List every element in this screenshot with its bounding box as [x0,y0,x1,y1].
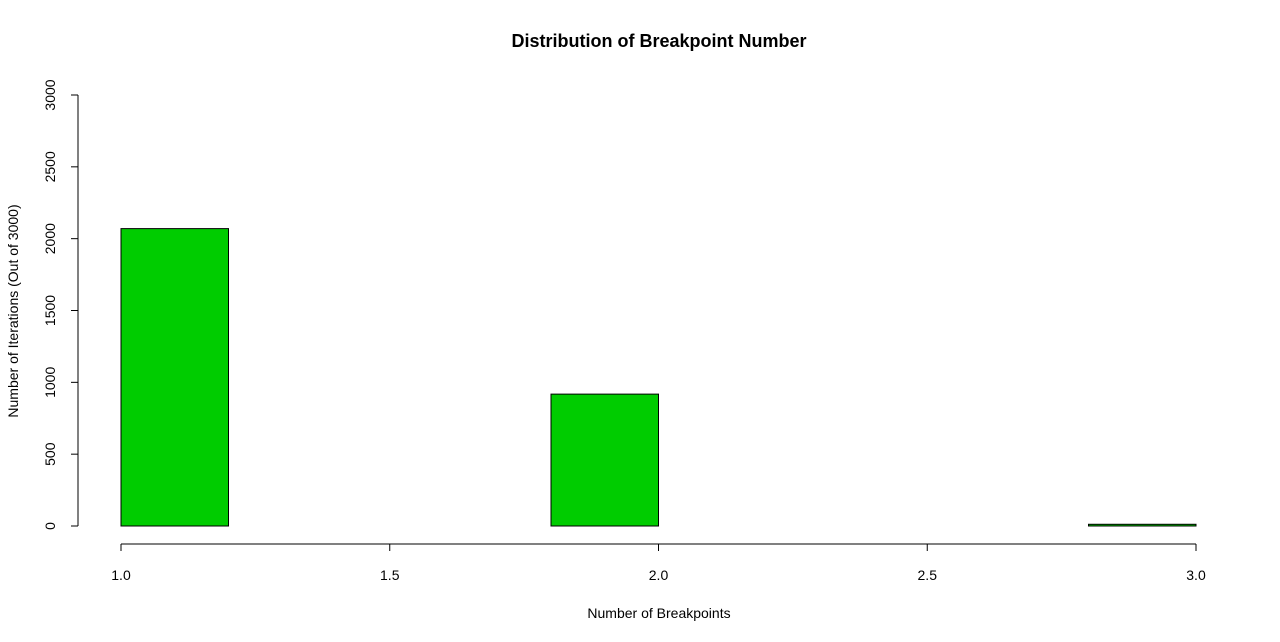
histogram-bar-0 [120,228,229,527]
chart-title: Distribution of Breakpoint Number [511,31,806,51]
x-tick-label-0: 1.0 [111,567,131,583]
x-tick-label-2: 2.0 [649,567,669,583]
y-tick-label-2: 1000 [42,367,58,398]
x-tick-label-1: 1.5 [380,567,400,583]
y-axis: 0 500 1000 1500 2000 2500 3000 [42,79,79,530]
x-tick-label-3: 2.5 [918,567,938,583]
y-axis-label: Number of Iterations (Out of 3000) [5,204,21,417]
x-axis: 1.0 1.5 2.0 2.5 3.0 [111,543,1206,583]
y-tick-label-4: 2000 [42,223,58,254]
y-tick-label-1: 500 [42,442,58,466]
histogram-bar-9 [1088,523,1197,527]
histogram-bar-4 [550,393,659,527]
x-tick-label-4: 3.0 [1186,567,1206,583]
y-tick-label-6: 3000 [42,79,58,110]
x-axis-label: Number of Breakpoints [587,605,730,621]
y-tick-label-0: 0 [42,522,58,530]
y-tick-label-3: 1500 [42,295,58,326]
bars-group [120,228,1197,527]
y-tick-label-5: 2500 [42,151,58,182]
